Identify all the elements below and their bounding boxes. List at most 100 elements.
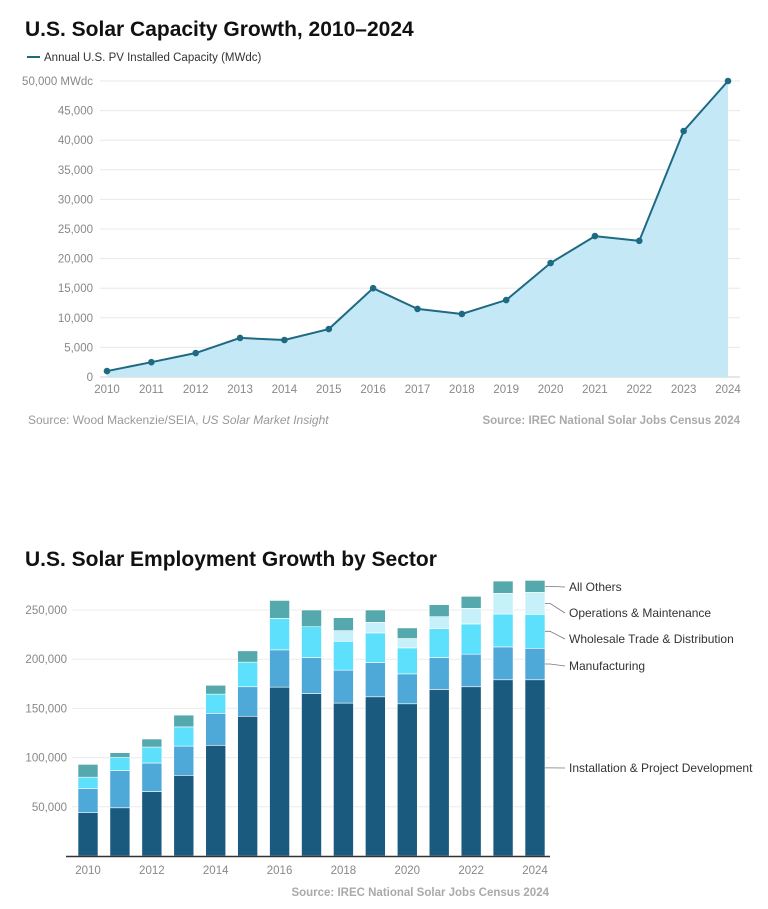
y-tick-label: 40,000	[58, 135, 93, 147]
x-tick-label: 2014	[203, 865, 229, 877]
data-point	[325, 325, 333, 333]
y-tick-label: 250,000	[25, 605, 67, 617]
data-point	[414, 305, 421, 313]
bar-segment	[301, 626, 322, 658]
y-tick-labels: 0 5,000 10,000 15,000 20,000 25,000 30,000 35,0…	[22, 76, 93, 384]
data-point	[502, 296, 510, 304]
series-label: Manufacturing	[569, 659, 645, 673]
y-tick-label: 50,000 MWdc	[22, 76, 93, 88]
bar-segment	[365, 662, 386, 698]
bar-segment	[396, 703, 418, 857]
bar-stack-2010	[77, 764, 99, 857]
data-point	[148, 358, 155, 366]
bar-segment	[428, 689, 450, 857]
bar-segment	[205, 744, 227, 857]
bar-segment	[492, 580, 514, 594]
bar-stack-2023	[492, 580, 514, 857]
bar-segment	[365, 609, 386, 623]
bar-segment	[237, 650, 258, 663]
bar-segment	[492, 679, 514, 857]
bar-segment	[460, 686, 482, 857]
bar-segment	[333, 702, 354, 857]
series-label: Wholesale Trade & Distribution	[569, 632, 734, 646]
bar-stack-2012	[141, 738, 163, 857]
bar-segment	[237, 661, 258, 688]
bar-segment	[492, 613, 514, 648]
bar-segment	[333, 617, 354, 631]
x-tick-label: 2024	[715, 384, 741, 396]
bar-segment	[524, 679, 546, 857]
bar-stack-2020	[396, 627, 418, 857]
data-point	[547, 259, 554, 267]
x-tick-label: 2010	[94, 384, 120, 396]
y-tick-label: 10,000	[58, 313, 93, 325]
bar-segment	[77, 788, 99, 814]
x-tick-label: 2015	[316, 384, 342, 396]
bar-stack-2016	[269, 600, 290, 857]
bar-segment	[460, 653, 482, 688]
data-point	[369, 284, 377, 292]
y-tick-label: 150,000	[25, 703, 67, 715]
bar-segment	[141, 791, 163, 857]
bar-segment	[269, 649, 290, 688]
x-tick-label: 2020	[394, 865, 420, 877]
bar-stack-2011	[109, 752, 131, 857]
bar-segment	[301, 693, 322, 857]
leader-line	[545, 585, 566, 588]
bar-segment	[269, 600, 290, 619]
bar-segment	[109, 752, 131, 758]
bar-segment	[428, 628, 450, 658]
data-point	[103, 367, 111, 375]
bar-segment	[301, 657, 322, 694]
bar-segment	[396, 638, 418, 649]
source: Source: IREC National Solar Jobs Census …	[291, 887, 549, 899]
bar-segment	[428, 616, 450, 629]
y-tick-label: 100,000	[25, 753, 67, 765]
y-tick-label: 35,000	[58, 165, 93, 177]
stacked-bars	[77, 580, 546, 857]
legend-label: Annual U.S. PV Installed Capacity (MWdc)	[44, 52, 261, 64]
bar-segment	[173, 775, 195, 857]
x-tick-label: 2011	[139, 384, 164, 396]
bar-segment	[524, 647, 546, 681]
series-label: Operations & Maintenance	[569, 606, 711, 620]
bar-segment	[333, 630, 354, 642]
x-tick-label: 2021	[582, 384, 608, 396]
bar-stack-2015	[237, 650, 258, 857]
bar-segment	[205, 693, 227, 714]
bar-segment	[365, 621, 386, 634]
bar-segment	[460, 623, 482, 655]
x-tick-label: 2019	[493, 384, 519, 396]
y-tick-label: 200,000	[25, 654, 67, 666]
bar-segment	[77, 812, 99, 857]
bar-segment	[109, 757, 131, 771]
data-point	[281, 336, 288, 344]
bar-segment	[492, 646, 514, 681]
bar-segment	[492, 593, 514, 615]
y-tick-label: 45,000	[58, 106, 93, 118]
bar-stack-2018	[333, 617, 354, 857]
bar-segment	[365, 632, 386, 663]
area-fill	[107, 81, 728, 377]
leader-line	[545, 630, 566, 640]
bar-stack-2013	[173, 714, 195, 857]
bar-segment	[524, 614, 546, 649]
x-tick-labels: 2010 2011 2012 2013 2014 2015 2016 2017 2018 2019…	[94, 384, 741, 396]
y-tick-label: 0	[87, 372, 93, 384]
bar-segment	[205, 684, 227, 695]
y-tick-label: 20,000	[58, 254, 93, 266]
source-right: Source: IREC National Solar Jobs Census …	[482, 415, 740, 427]
bar-segment	[396, 647, 418, 675]
bar-segment	[428, 604, 450, 617]
x-tick-label: 2020	[538, 384, 564, 396]
bar-segment	[141, 738, 163, 748]
bar-stack-2024	[524, 580, 546, 857]
data-points	[103, 77, 732, 375]
series-label: Installation & Project Development	[569, 761, 753, 775]
bar-segment	[237, 686, 258, 717]
y-tick-labels: 50,000 100,000 150,000 200,000 250,000	[25, 605, 67, 814]
x-tick-label: 2018	[331, 865, 357, 877]
bar-stack-2021	[428, 604, 450, 857]
x-tick-labels: 2010 2012 2014 2016 2018 2020 2022 2024	[75, 865, 548, 877]
bar-segment	[396, 673, 418, 705]
